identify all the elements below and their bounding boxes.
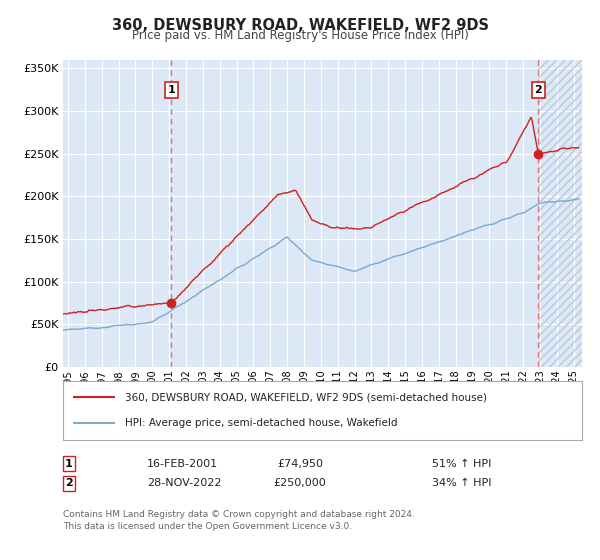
Text: £250,000: £250,000 bbox=[274, 478, 326, 488]
Text: 2: 2 bbox=[535, 85, 542, 95]
Text: 28-NOV-2022: 28-NOV-2022 bbox=[147, 478, 221, 488]
Text: Price paid vs. HM Land Registry's House Price Index (HPI): Price paid vs. HM Land Registry's House … bbox=[131, 29, 469, 42]
Text: 360, DEWSBURY ROAD, WAKEFIELD, WF2 9DS: 360, DEWSBURY ROAD, WAKEFIELD, WF2 9DS bbox=[112, 18, 488, 33]
Bar bbox=[538, 60, 582, 367]
Text: This data is licensed under the Open Government Licence v3.0.: This data is licensed under the Open Gov… bbox=[63, 522, 352, 531]
Text: HPI: Average price, semi-detached house, Wakefield: HPI: Average price, semi-detached house,… bbox=[125, 418, 398, 428]
Text: 34% ↑ HPI: 34% ↑ HPI bbox=[432, 478, 491, 488]
Text: £74,950: £74,950 bbox=[277, 459, 323, 469]
Text: 16-FEB-2001: 16-FEB-2001 bbox=[147, 459, 218, 469]
Text: 1: 1 bbox=[65, 459, 73, 469]
Bar bbox=[538, 60, 582, 367]
Text: 1: 1 bbox=[167, 85, 175, 95]
Text: 2: 2 bbox=[65, 478, 73, 488]
Text: 360, DEWSBURY ROAD, WAKEFIELD, WF2 9DS (semi-detached house): 360, DEWSBURY ROAD, WAKEFIELD, WF2 9DS (… bbox=[125, 392, 487, 402]
Text: 51% ↑ HPI: 51% ↑ HPI bbox=[432, 459, 491, 469]
Text: Contains HM Land Registry data © Crown copyright and database right 2024.: Contains HM Land Registry data © Crown c… bbox=[63, 510, 415, 519]
